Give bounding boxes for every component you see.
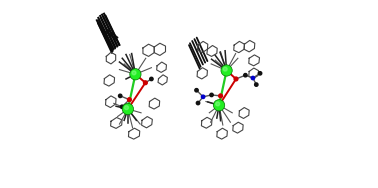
- Circle shape: [255, 83, 258, 86]
- Circle shape: [201, 95, 205, 99]
- Circle shape: [234, 77, 238, 81]
- Circle shape: [130, 69, 141, 80]
- Circle shape: [195, 89, 198, 92]
- Circle shape: [216, 102, 220, 106]
- Circle shape: [214, 100, 225, 111]
- Circle shape: [150, 77, 153, 81]
- Circle shape: [259, 72, 262, 75]
- Circle shape: [223, 67, 227, 71]
- Circle shape: [196, 101, 200, 105]
- Circle shape: [251, 76, 255, 80]
- Circle shape: [132, 71, 136, 75]
- Circle shape: [127, 98, 131, 102]
- Circle shape: [210, 93, 213, 97]
- Circle shape: [118, 94, 122, 98]
- Circle shape: [144, 81, 147, 85]
- Circle shape: [120, 105, 124, 108]
- Circle shape: [124, 106, 129, 110]
- Circle shape: [244, 74, 247, 77]
- Circle shape: [122, 103, 133, 115]
- Circle shape: [221, 65, 232, 76]
- Circle shape: [219, 94, 223, 98]
